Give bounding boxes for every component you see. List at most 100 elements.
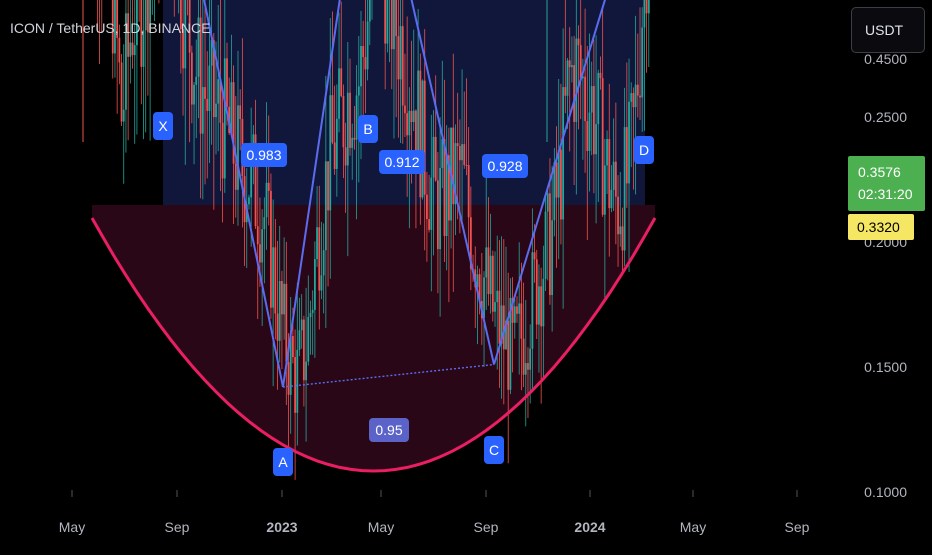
candle-body xyxy=(313,259,316,310)
candle-body xyxy=(430,177,433,230)
candle-body xyxy=(221,122,224,179)
candle-body xyxy=(327,161,329,211)
candle-body xyxy=(208,65,211,111)
chart-title: ICON / TetherUS, 1D, BINANCE xyxy=(10,20,211,36)
candle-body xyxy=(355,95,358,140)
candle-body xyxy=(445,155,448,236)
candle-body xyxy=(182,29,184,69)
pattern-point-box xyxy=(484,436,504,464)
candle-body xyxy=(538,286,540,325)
candle-body xyxy=(527,363,529,370)
candle-body xyxy=(283,283,286,315)
candle-body xyxy=(118,37,121,63)
candle-body xyxy=(272,247,275,308)
candle-body xyxy=(461,144,463,161)
candle-body xyxy=(344,147,347,166)
candle-body xyxy=(281,281,283,315)
ratio-label: 0.912 xyxy=(384,154,419,170)
time-tick-label: 2024 xyxy=(574,519,605,535)
candle-body xyxy=(254,134,257,227)
candle-body xyxy=(560,149,562,220)
candle-body xyxy=(193,84,195,105)
candle-body xyxy=(590,86,593,113)
candle-body xyxy=(300,319,303,331)
candle-body xyxy=(210,40,213,66)
candle-body xyxy=(577,38,580,46)
candle-body xyxy=(270,190,272,308)
candle-body xyxy=(619,226,622,235)
candle-body xyxy=(294,357,297,413)
candle-body xyxy=(573,65,576,122)
candle-body xyxy=(195,76,198,85)
candle-body xyxy=(452,127,455,205)
candle-body xyxy=(628,101,630,184)
candle-body xyxy=(311,309,314,313)
candle-body xyxy=(419,70,422,198)
candle-body xyxy=(142,30,145,67)
candle-body xyxy=(415,110,417,158)
candle-body xyxy=(443,139,446,236)
candle-body xyxy=(498,290,501,344)
candle-body xyxy=(564,87,567,96)
candle-body xyxy=(274,247,277,314)
candle-body xyxy=(217,79,220,104)
candle-body xyxy=(617,196,619,235)
candle-body xyxy=(252,134,255,149)
cup-curve xyxy=(90,217,657,473)
candle-body xyxy=(483,277,485,319)
candle-body xyxy=(509,298,512,390)
candle-body xyxy=(505,320,507,350)
candle-body xyxy=(309,312,312,317)
pattern-point-label: C xyxy=(489,442,499,458)
candle-body xyxy=(127,13,130,57)
candle-body xyxy=(423,80,426,195)
candle-body xyxy=(239,105,242,120)
candle-body xyxy=(351,137,354,148)
candle-body xyxy=(133,45,136,56)
candle-body xyxy=(491,255,494,312)
candle-body xyxy=(285,283,288,363)
pattern-leg-XA xyxy=(203,0,284,388)
candle-body xyxy=(428,219,431,230)
candle-body xyxy=(408,110,411,136)
candle-body xyxy=(542,278,545,327)
candle-body xyxy=(259,244,261,263)
candle-body xyxy=(204,87,206,99)
candle-body xyxy=(647,0,650,14)
candle-body xyxy=(289,335,292,395)
candle-body xyxy=(116,0,119,38)
candle-body xyxy=(237,105,239,190)
candle-body xyxy=(553,162,556,221)
candle-body xyxy=(201,87,204,134)
candle-body xyxy=(140,0,143,67)
candle-body xyxy=(250,148,253,198)
candle-body xyxy=(125,13,127,110)
candle-body xyxy=(147,0,149,33)
candle-body xyxy=(131,42,134,56)
candle-body xyxy=(494,302,496,312)
candle-body xyxy=(621,226,624,251)
currency-button[interactable]: USDT xyxy=(851,7,925,53)
candle-body xyxy=(454,143,457,205)
candle-body xyxy=(342,96,345,148)
candle-body xyxy=(120,62,123,122)
candle-body xyxy=(386,0,389,44)
candle-body xyxy=(346,92,349,166)
candle-body xyxy=(206,98,209,111)
candle-body xyxy=(335,118,338,169)
candle-body xyxy=(535,259,538,325)
candle-body xyxy=(215,103,217,118)
candle-body xyxy=(522,338,525,375)
candle-body xyxy=(463,144,466,166)
candle-body xyxy=(531,252,534,349)
candle-body xyxy=(298,330,301,350)
candle-body xyxy=(362,46,365,58)
candle-body xyxy=(296,349,299,413)
time-tick-label: Sep xyxy=(165,519,190,535)
candle-body xyxy=(276,313,279,341)
candle-body xyxy=(190,52,193,105)
candle-body xyxy=(623,127,626,251)
candle-body xyxy=(357,86,360,96)
